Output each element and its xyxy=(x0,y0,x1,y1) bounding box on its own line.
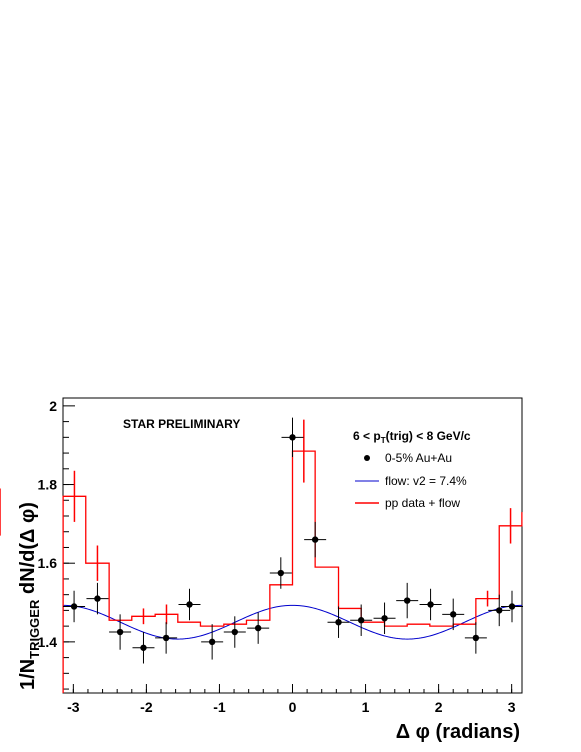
y-axis-title: 1/NTRIGGER dN/d(Δ φ) xyxy=(17,502,42,690)
y-axis: 1.4 1.6 1.8 2 xyxy=(38,398,75,690)
y-tick-label: 1.6 xyxy=(38,555,58,571)
x-tick-label: -1 xyxy=(213,699,226,715)
x-axis-title: Δ φ (radians) xyxy=(396,721,520,743)
auau-point xyxy=(254,624,262,632)
x-tick-label: -2 xyxy=(140,699,153,715)
auau-point xyxy=(335,619,342,626)
auau-point xyxy=(357,617,365,624)
auau-point xyxy=(508,603,516,610)
legend-entry-flow: flow: v2 = 7.4% xyxy=(385,474,467,488)
legend-entry-pp: pp data + flow xyxy=(385,496,460,510)
auau-point xyxy=(427,601,434,608)
flow-curve-group xyxy=(62,604,523,640)
auau-point xyxy=(70,603,78,610)
auau-point xyxy=(277,569,285,577)
auau-point xyxy=(450,611,457,618)
y-tick-label: 1.8 xyxy=(38,477,58,493)
legend-entry-auau: 0-5% Au+Au xyxy=(385,451,452,465)
auau-point xyxy=(289,434,296,441)
x-axis: -3 -2 -1 0 1 2 3 xyxy=(67,684,516,715)
x-tick-label: 2 xyxy=(435,699,443,715)
star-preliminary-label: STAR PRELIMINARY xyxy=(123,417,240,431)
y-tick-label: 2 xyxy=(49,398,57,414)
auau-point xyxy=(116,628,124,636)
auau-points-group xyxy=(63,417,523,664)
auau-point xyxy=(381,615,388,622)
x-tick-label: 0 xyxy=(289,699,297,715)
auau-point xyxy=(231,628,238,636)
legend-marker-auau xyxy=(364,455,370,461)
auau-point xyxy=(140,644,147,651)
auau-point xyxy=(186,601,193,608)
flow-curve xyxy=(62,604,523,640)
auau-point xyxy=(496,607,503,614)
y-tick-label: 1.4 xyxy=(38,634,58,650)
auau-point xyxy=(472,634,480,642)
auau-point xyxy=(94,595,101,602)
x-tick-label: 3 xyxy=(508,699,516,715)
x-tick-label: -3 xyxy=(67,699,80,715)
x-tick-label: 1 xyxy=(362,699,370,715)
auau-point xyxy=(162,634,170,642)
legend: 6 < pT(trig) < 8 GeV/c 0-5% Au+Au flow: … xyxy=(353,429,471,510)
auau-point xyxy=(208,638,216,646)
auau-point xyxy=(311,536,319,543)
auau-point xyxy=(403,597,411,604)
legend-title: 6 < pT(trig) < 8 GeV/c xyxy=(353,429,471,445)
